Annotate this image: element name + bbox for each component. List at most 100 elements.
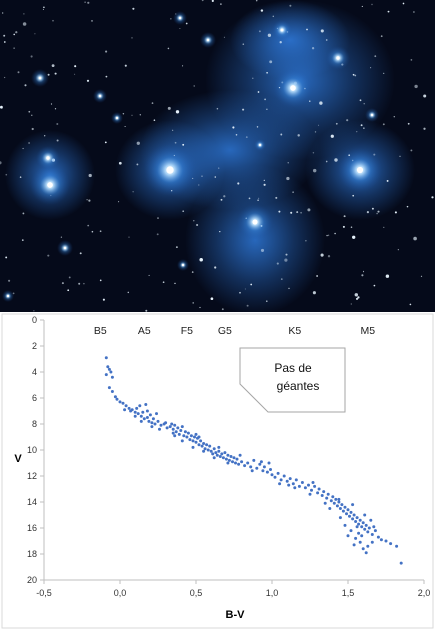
faint-star: [420, 275, 423, 277]
star-data-point: [127, 406, 131, 410]
star-data-point: [399, 561, 403, 565]
star-data-point: [227, 458, 231, 462]
star-data-point: [215, 453, 219, 457]
faint-star: [22, 147, 24, 150]
spectral-class-label: F5: [181, 325, 193, 337]
x-tick-label: 0,5: [190, 588, 203, 598]
faint-star: [193, 85, 195, 87]
star-data-point: [376, 535, 380, 539]
faint-star: [33, 310, 35, 312]
faint-star: [314, 131, 317, 133]
faint-star: [0, 161, 2, 165]
faint-star: [3, 41, 6, 43]
faint-star: [105, 75, 108, 78]
faint-star: [196, 223, 199, 227]
star-data-point: [258, 462, 262, 466]
faint-star: [407, 122, 410, 125]
star-data-point: [285, 479, 289, 483]
faint-star: [355, 297, 359, 300]
star-data-point: [270, 473, 274, 477]
star-data-point: [110, 375, 114, 379]
faint-star: [288, 287, 290, 290]
star-data-point: [369, 518, 373, 522]
star-data-point: [129, 409, 133, 413]
star-data-point: [341, 509, 345, 513]
faint-star: [366, 211, 369, 214]
faint-star: [269, 60, 273, 64]
star-data-point: [240, 460, 244, 464]
faint-star: [223, 36, 225, 38]
star-data-point: [297, 484, 301, 488]
star-data-point: [346, 534, 350, 538]
faint-star: [157, 217, 159, 220]
star-data-point: [191, 445, 195, 449]
bright-star: [98, 94, 102, 98]
faint-star: [246, 304, 249, 307]
faint-star: [312, 152, 315, 154]
faint-star: [330, 134, 334, 138]
star-data-point: [183, 430, 187, 434]
faint-star: [350, 303, 352, 305]
star-data-point: [231, 460, 234, 464]
star-data-point: [165, 426, 169, 430]
faint-star: [218, 167, 220, 169]
data-points: [104, 356, 403, 565]
star-data-point: [194, 432, 198, 436]
star-data-point: [303, 486, 307, 490]
star-data-point: [176, 426, 180, 430]
faint-star: [42, 8, 44, 10]
faint-star: [252, 77, 254, 79]
faint-star: [264, 98, 266, 101]
star-data-point: [179, 429, 183, 432]
star-data-point: [238, 453, 242, 457]
faint-star: [385, 274, 390, 278]
faint-star: [132, 191, 134, 193]
star-data-point: [293, 486, 297, 490]
faint-star: [350, 226, 353, 228]
faint-star: [124, 125, 126, 128]
faint-star: [266, 108, 268, 110]
y-tick-label: 2: [32, 341, 37, 351]
y-tick-label: 14: [27, 497, 37, 507]
bright-star: [6, 294, 10, 298]
faint-star: [356, 131, 358, 133]
faint-star: [256, 126, 259, 128]
star-data-point: [343, 505, 347, 509]
faint-star: [386, 179, 389, 182]
star-data-point: [317, 487, 321, 491]
star-data-point: [278, 482, 282, 486]
faint-star: [335, 122, 338, 125]
faint-star: [413, 11, 415, 13]
star-data-point: [349, 529, 353, 533]
faint-star: [5, 173, 8, 176]
star-data-point: [104, 373, 108, 377]
star-data-point: [182, 434, 186, 438]
star-data-point: [363, 527, 367, 531]
faint-star: [47, 254, 50, 257]
faint-star: [56, 123, 59, 125]
chart-frame: [1, 313, 434, 629]
faint-star: [266, 71, 268, 74]
faint-star: [374, 55, 377, 58]
faint-star: [397, 249, 399, 251]
star-data-point: [252, 458, 256, 462]
star-data-point: [288, 477, 292, 481]
y-tick-label: 16: [27, 523, 37, 533]
star-data-point: [164, 421, 168, 425]
star-data-point: [355, 516, 359, 520]
faint-star: [406, 205, 409, 208]
star-data-point: [104, 356, 108, 360]
faint-star: [373, 284, 376, 287]
faint-star: [431, 196, 434, 199]
star-data-point: [123, 408, 127, 412]
faint-star: [179, 28, 181, 29]
faint-star: [410, 59, 413, 61]
faint-star: [182, 210, 185, 213]
bright-star: [280, 28, 284, 32]
faint-star: [182, 143, 185, 146]
faint-star: [44, 135, 46, 137]
faint-star: [250, 283, 253, 286]
faint-star: [2, 12, 4, 14]
callout-shape: [239, 347, 346, 413]
star-data-point: [193, 435, 196, 439]
